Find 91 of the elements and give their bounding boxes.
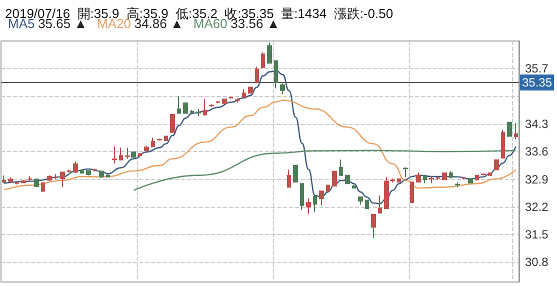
candlestick <box>475 174 479 181</box>
candlestick <box>196 108 201 117</box>
line-series <box>4 100 516 191</box>
candlestick <box>80 168 84 174</box>
line-series <box>4 70 516 204</box>
candlestick <box>242 88 246 98</box>
candlestick <box>326 184 330 192</box>
candlestick <box>73 161 78 174</box>
candlestick <box>255 66 259 84</box>
candlestick <box>60 172 65 188</box>
candlestick <box>358 196 363 206</box>
candlestick <box>183 102 188 114</box>
candlestick <box>345 174 350 184</box>
candlestick <box>2 174 6 184</box>
candlestick <box>416 172 421 183</box>
candlestick <box>8 176 13 184</box>
candlestick <box>267 42 272 64</box>
candlestick <box>319 190 324 206</box>
candlestick <box>371 214 376 238</box>
y-tick-label: 31.5 <box>525 228 549 242</box>
candlestick <box>481 173 486 176</box>
candlestick <box>203 98 207 116</box>
candlestick <box>119 147 123 160</box>
candlestick <box>514 122 518 140</box>
candlestick <box>112 146 117 164</box>
candlestick <box>151 137 155 148</box>
candlestick <box>28 176 32 182</box>
candlestick <box>352 184 356 189</box>
candlestick <box>99 170 104 178</box>
candlestick <box>300 183 304 210</box>
candlestick <box>306 198 311 214</box>
candlestick <box>449 170 453 179</box>
line-series <box>133 150 516 191</box>
candlestick <box>423 174 427 184</box>
candlestick <box>125 147 130 160</box>
candlestick <box>429 176 434 184</box>
candlestick <box>177 96 181 114</box>
candlestick <box>248 86 253 94</box>
candlestick <box>138 152 142 157</box>
candlestick <box>436 176 440 181</box>
candlestick <box>21 180 26 184</box>
candlestick <box>86 170 91 176</box>
candlestick <box>222 98 227 104</box>
candlestick <box>280 82 285 94</box>
candlestick <box>54 174 58 180</box>
y-tick-label: 32.9 <box>525 172 549 186</box>
candlestick <box>170 114 175 134</box>
candlestick <box>209 104 214 108</box>
candlestick <box>455 182 460 188</box>
candlestick <box>507 121 512 137</box>
candlestick <box>106 174 110 178</box>
candlestick <box>93 168 97 172</box>
candlestick <box>384 176 389 210</box>
candlestick <box>378 194 382 214</box>
candlestick <box>501 129 505 158</box>
ref-line-label: 35.35 <box>522 75 552 90</box>
candlestick <box>462 176 466 180</box>
candlestick <box>332 170 337 186</box>
candlestick <box>261 52 265 69</box>
candlestick <box>390 178 395 183</box>
candlestick <box>339 159 343 176</box>
y-tick-label: 33.6 <box>525 144 549 159</box>
candlestick <box>494 159 499 170</box>
candlestick <box>190 110 194 115</box>
candlestick <box>365 200 369 210</box>
candlestick <box>442 172 447 180</box>
candlestick <box>468 178 473 184</box>
candlestick <box>488 172 492 176</box>
candlestick <box>287 169 291 188</box>
candlestick <box>41 182 45 192</box>
candlestick <box>274 60 278 89</box>
candlestick <box>410 182 414 204</box>
candlestick <box>403 166 408 178</box>
candlestick <box>313 196 317 213</box>
candlestick <box>164 136 168 142</box>
candlestick <box>229 96 233 100</box>
candlestick <box>293 164 298 183</box>
candlestick <box>131 152 136 160</box>
y-tick-label: 34.3 <box>525 116 549 131</box>
candlestick <box>144 145 149 152</box>
candlestick <box>235 98 240 104</box>
candlestick <box>47 174 52 182</box>
candlestick <box>15 182 19 185</box>
candlestick <box>157 138 162 142</box>
candlestick <box>67 169 71 173</box>
y-tick-label: 32.2 <box>525 200 549 214</box>
candlestick <box>216 100 220 104</box>
candlestick <box>397 178 401 183</box>
y-tick-label: 35.7 <box>525 62 549 76</box>
candlestick <box>34 178 39 188</box>
y-tick-label: 30.8 <box>525 255 549 270</box>
